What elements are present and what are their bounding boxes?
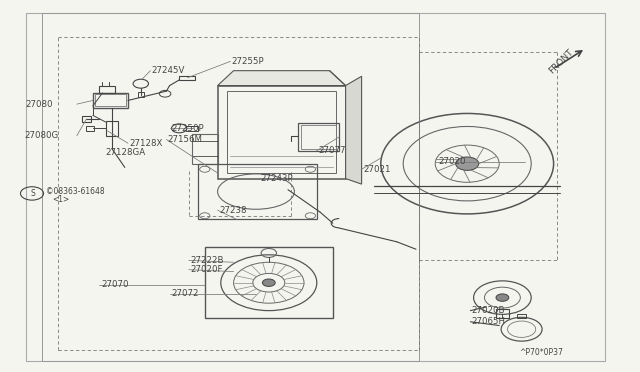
- Circle shape: [262, 279, 275, 286]
- Text: 27020: 27020: [438, 157, 466, 166]
- Bar: [517, 314, 526, 318]
- Bar: [42, 13, 419, 361]
- Bar: [99, 86, 115, 93]
- Text: S: S: [31, 189, 36, 198]
- Text: 27021: 27021: [363, 165, 390, 174]
- Bar: [198, 164, 317, 219]
- Bar: [93, 93, 128, 108]
- Text: 27222B: 27222B: [190, 256, 223, 265]
- Text: <1>: <1>: [52, 195, 70, 203]
- Bar: [138, 92, 144, 97]
- Text: 27065H: 27065H: [472, 317, 506, 326]
- Text: 27128X: 27128X: [129, 139, 163, 148]
- Text: 27020F: 27020F: [190, 265, 223, 274]
- Text: 27238: 27238: [219, 206, 246, 215]
- Circle shape: [496, 294, 509, 301]
- Text: 27255P: 27255P: [232, 57, 264, 66]
- Bar: [496, 309, 509, 318]
- Bar: [86, 126, 94, 131]
- Text: 27250P: 27250P: [171, 124, 204, 133]
- Bar: [227, 91, 336, 173]
- Text: 27128GA: 27128GA: [106, 148, 146, 157]
- Text: ©08363-61648: ©08363-61648: [46, 187, 105, 196]
- Polygon shape: [218, 71, 346, 86]
- Bar: [192, 134, 218, 164]
- Text: FRONT: FRONT: [547, 47, 575, 76]
- Polygon shape: [346, 76, 362, 184]
- Bar: [218, 86, 346, 179]
- Text: ^P70*0P37: ^P70*0P37: [519, 348, 563, 357]
- Text: 27070: 27070: [101, 280, 129, 289]
- Text: 27156M: 27156M: [168, 135, 203, 144]
- Bar: [186, 126, 198, 131]
- Text: 27245V: 27245V: [152, 66, 185, 75]
- Text: 27080: 27080: [26, 100, 53, 109]
- Text: 27080G: 27080G: [24, 131, 59, 140]
- Circle shape: [456, 157, 479, 170]
- Bar: [301, 125, 336, 149]
- Bar: [298, 123, 339, 151]
- Text: 27243P: 27243P: [260, 174, 293, 183]
- Text: 27077: 27077: [318, 146, 346, 155]
- Bar: [82, 116, 91, 122]
- Bar: [106, 121, 118, 136]
- Bar: [95, 94, 126, 106]
- Text: 27072: 27072: [171, 289, 198, 298]
- Bar: [179, 76, 195, 80]
- Text: 27020B: 27020B: [472, 306, 505, 315]
- Bar: [205, 247, 333, 318]
